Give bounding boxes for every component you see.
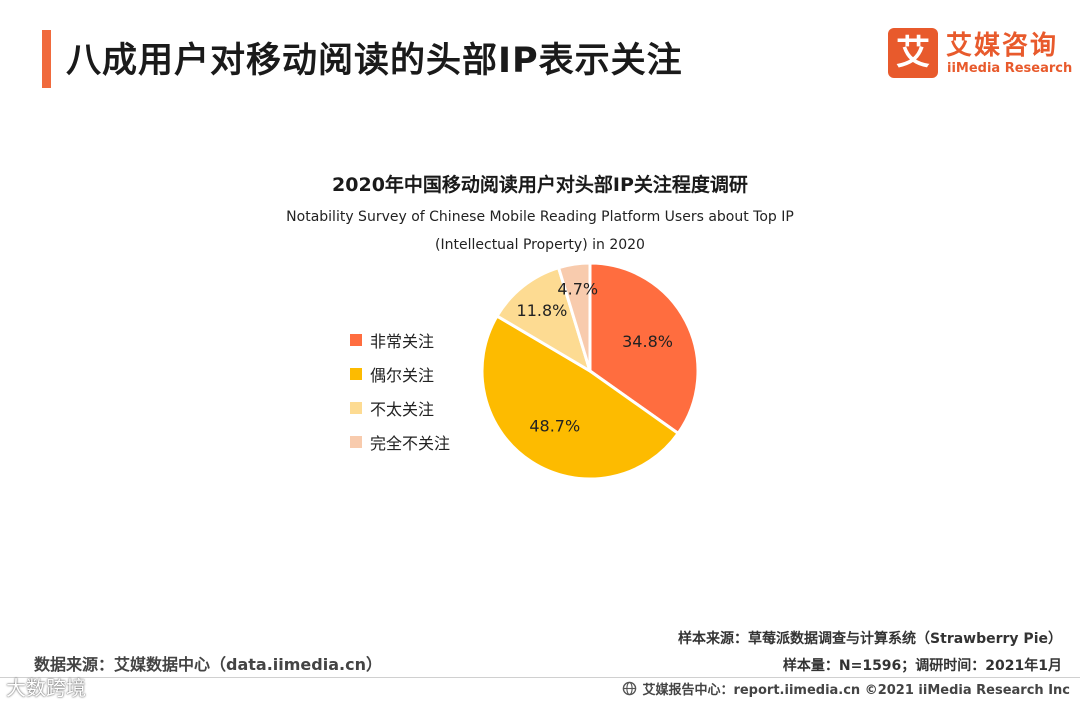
- globe-icon: [623, 681, 637, 696]
- legend-label: 完全不关注: [370, 434, 451, 453]
- legend-item: 偶尔关注: [350, 357, 450, 391]
- pie-slice-0: [588, 261, 700, 436]
- legend-label: 偶尔关注: [370, 366, 435, 385]
- legend-item: 非常关注: [350, 323, 450, 357]
- pie-slice-1: [480, 313, 681, 481]
- watermark: 大数跨境: [6, 676, 86, 700]
- logo-mark-icon: 艾: [888, 28, 938, 78]
- legend-swatch-3: [350, 436, 362, 448]
- logo-name-en: iiMedia Research: [947, 61, 1073, 76]
- legend-swatch-0: [350, 334, 362, 346]
- page-title: 八成用户对移动阅读的头部IP表示关注: [66, 41, 683, 81]
- copyright-text: 艾媒报告中心：report.iimedia.cn ©2021 iiMedia R…: [642, 683, 1070, 698]
- sample-source: 样本来源：草莓派数据调查与计算系统（Strawberry Pie）: [678, 631, 1062, 647]
- legend-swatch-1: [350, 368, 362, 380]
- legend-item: 完全不关注: [350, 425, 450, 459]
- pie-value-label-0: 34.8%: [622, 332, 673, 351]
- chart-subtitle: Notability Survey of Chinese Mobile Read…: [286, 209, 794, 253]
- sample-size: 样本量：N=1596；调研时间：2021年1月: [782, 658, 1062, 674]
- legend-swatch-2: [350, 402, 362, 414]
- logo-name-cn: 艾媒咨询: [946, 31, 1059, 61]
- pie-value-label-1: 48.7%: [529, 416, 580, 435]
- pie-slice-2: [494, 265, 593, 375]
- title-accent-bar: [42, 30, 51, 88]
- pie-slice-3: [556, 261, 592, 372]
- pie-value-label-2: 11.8%: [517, 301, 568, 320]
- pie-value-label-3: 4.7%: [557, 280, 598, 299]
- iimedia-logo: 艾 艾媒咨询 iiMedia Research: [888, 28, 1072, 82]
- footer-copyright: 艾媒报告中心：report.iimedia.cn ©2021 iiMedia R…: [622, 679, 1070, 698]
- legend-label: 非常关注: [370, 332, 435, 351]
- chart-legend: 非常关注 偶尔关注 不太关注 完全不关注: [350, 323, 450, 459]
- data-source: 数据来源：艾媒数据中心（data.iimedia.cn）: [34, 655, 382, 674]
- legend-item: 不太关注: [350, 391, 450, 425]
- legend-label: 不太关注: [370, 400, 435, 419]
- footer-divider: [0, 677, 1080, 678]
- chart-title: 2020年中国移动阅读用户对头部IP关注程度调研: [332, 174, 748, 196]
